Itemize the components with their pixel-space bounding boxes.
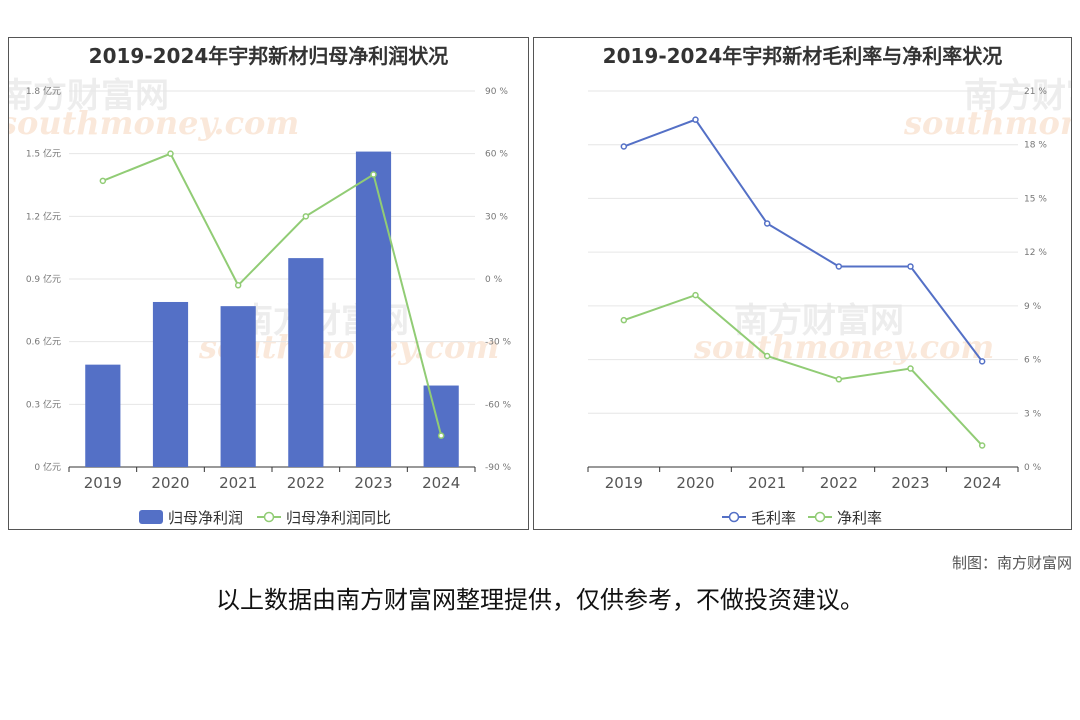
bar xyxy=(288,258,324,467)
y-right-tick-label: 60 % xyxy=(485,150,508,160)
y-right-tick-label: 3 % xyxy=(1024,409,1042,419)
y-left-tick-label: 0.3 亿元 xyxy=(26,398,61,410)
x-tick-label: 2024 xyxy=(963,474,1001,492)
data-point xyxy=(692,116,699,123)
x-tick-label: 2021 xyxy=(219,474,257,492)
bar-line-chart: 0 亿元 -90 % 0.3 亿元 -60 % 0.6 亿元 -30 % 0.9 亿元 0 %… xyxy=(26,85,512,527)
x-tick-label: 2020 xyxy=(151,474,189,492)
y-left-tick-label: 0 亿元 xyxy=(34,461,61,473)
chart-title: 2019-2024年宇邦新材归母净利润状况 xyxy=(88,44,449,68)
y-right-tick-label: -30 % xyxy=(485,338,512,348)
chart-credit: 制图：南方财富网 xyxy=(951,554,1072,572)
x-tick-label: 2023 xyxy=(891,474,929,492)
series-line xyxy=(623,118,983,362)
y-left-tick-label: 0.9 亿元 xyxy=(26,273,61,285)
right-chart-panel: 南方财富网 southmoney.com 南方财富网 southmoney.co… xyxy=(533,37,1072,530)
disclaimer-text: 以上数据由南方财富网整理提供，仅供参考，不做投资建议。 xyxy=(216,586,864,614)
legend-label: 归母净利润 xyxy=(168,509,243,527)
x-tick-label: 2020 xyxy=(676,474,714,492)
y-right-tick-label: 0 % xyxy=(485,275,503,285)
chart-title: 2019-2024年宇邦新材毛利率与净利率状况 xyxy=(602,44,1003,68)
data-point xyxy=(835,263,843,270)
y-left-tick-label: 0.6 亿元 xyxy=(26,336,61,348)
x-tick-label: 2019 xyxy=(605,474,643,492)
bar xyxy=(152,301,189,467)
data-point xyxy=(234,282,242,289)
data-point xyxy=(978,442,986,449)
y-left-tick-label: 1.8 亿元 xyxy=(26,85,61,97)
y-right-tick-label: 18 % xyxy=(1024,141,1047,151)
data-point xyxy=(99,177,107,185)
series-line xyxy=(623,293,983,447)
legend-swatch-bar xyxy=(139,510,163,524)
y-right-tick-label: 9 % xyxy=(1024,302,1042,312)
y-right-tick-label: 0 % xyxy=(1024,463,1042,473)
data-point xyxy=(620,143,628,150)
x-tick-label: 2024 xyxy=(422,474,460,492)
legend-swatch-marker xyxy=(814,511,826,523)
data-point xyxy=(437,432,445,439)
line-chart: 0 % 3 % 6 % 9 % 12 % 15 % 18 % 21 % 2019 2020 2021… xyxy=(587,87,1047,527)
x-tick-label: 2021 xyxy=(748,474,786,492)
data-point xyxy=(907,263,914,270)
y-right-tick-label: 21 % xyxy=(1024,87,1047,97)
y-left-tick-label: 1.2 亿元 xyxy=(26,210,61,222)
bar xyxy=(355,151,392,468)
legend-label: 毛利率 xyxy=(751,509,796,527)
series-line xyxy=(102,152,443,436)
y-left-tick-label: 1.5 亿元 xyxy=(26,148,61,160)
data-point xyxy=(167,150,174,157)
legend-swatch-marker xyxy=(263,511,275,523)
y-right-tick-label: -90 % xyxy=(485,463,512,473)
legend-label: 归母净利润同比 xyxy=(286,509,391,527)
y-right-tick-label: 30 % xyxy=(485,212,508,222)
data-point xyxy=(763,352,771,360)
bar xyxy=(423,385,459,467)
bar xyxy=(220,306,256,467)
data-point xyxy=(370,171,377,178)
y-right-tick-label: 90 % xyxy=(485,87,508,97)
data-point xyxy=(692,291,699,299)
legend-swatch-marker xyxy=(728,511,740,523)
x-tick-label: 2022 xyxy=(820,474,858,492)
bar xyxy=(85,364,121,467)
data-point xyxy=(978,358,986,365)
x-tick-label: 2019 xyxy=(84,474,122,492)
data-point xyxy=(907,365,914,372)
y-right-tick-label: -60 % xyxy=(485,400,512,410)
left-chart-panel: 南方财富网 southmoney.com 南方财富网 southmoney.co… xyxy=(8,37,529,530)
y-right-tick-label: 15 % xyxy=(1024,194,1047,204)
data-point xyxy=(302,213,310,220)
data-point xyxy=(620,316,628,324)
legend-label: 净利率 xyxy=(837,509,882,527)
y-right-tick-label: 6 % xyxy=(1024,356,1042,366)
x-tick-label: 2023 xyxy=(354,474,392,492)
x-tick-label: 2022 xyxy=(287,474,325,492)
y-right-tick-label: 12 % xyxy=(1024,248,1047,258)
data-point xyxy=(763,220,771,227)
data-point xyxy=(835,376,843,383)
